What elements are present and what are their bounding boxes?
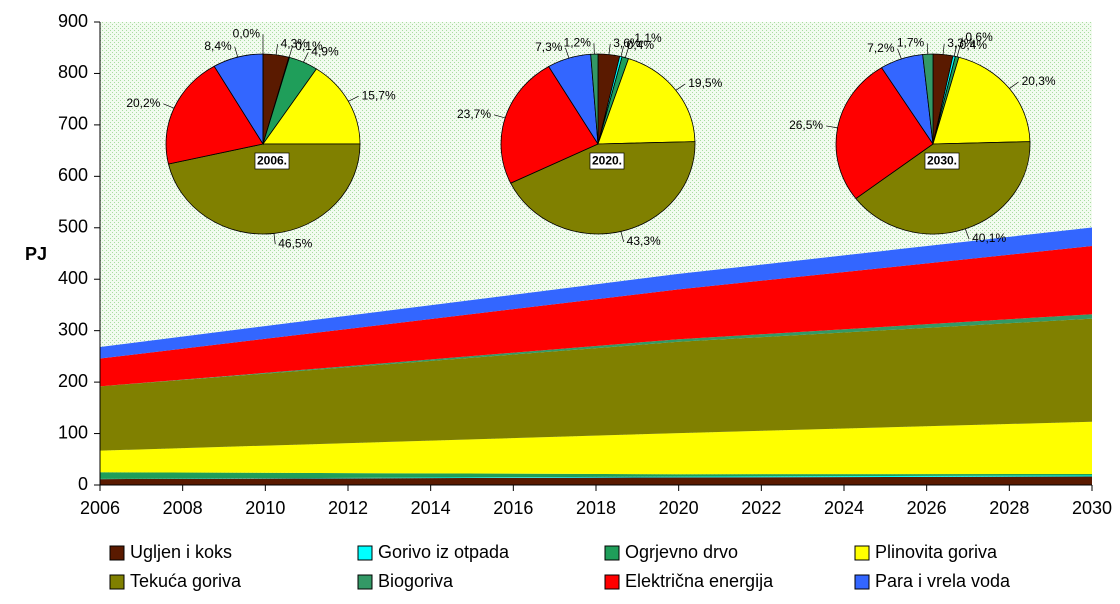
x-tick-label: 2020 xyxy=(659,498,699,518)
pie-title: 2006. xyxy=(257,154,287,168)
pie-label: 7,3% xyxy=(535,40,563,54)
x-tick-label: 2012 xyxy=(328,498,368,518)
y-tick-label: 300 xyxy=(58,319,88,339)
pie-label: 40,1% xyxy=(972,231,1006,245)
legend-label: Električna energija xyxy=(625,571,774,591)
x-tick-label: 2006 xyxy=(80,498,120,518)
legend-swatch xyxy=(605,575,619,589)
x-tick-label: 2030 xyxy=(1072,498,1112,518)
legend-swatch xyxy=(855,546,869,560)
legend-swatch xyxy=(855,575,869,589)
y-tick-label: 400 xyxy=(58,268,88,288)
pie-label: 15,7% xyxy=(362,88,396,102)
y-tick-label: 600 xyxy=(58,165,88,185)
y-tick-label: 700 xyxy=(58,114,88,134)
x-tick-label: 2024 xyxy=(824,498,864,518)
x-tick-label: 2018 xyxy=(576,498,616,518)
x-tick-label: 2028 xyxy=(989,498,1029,518)
y-tick-label: 100 xyxy=(58,422,88,442)
legend-swatch xyxy=(605,546,619,560)
x-tick-label: 2016 xyxy=(493,498,533,518)
y-tick-label: 200 xyxy=(58,371,88,391)
pie-label: 8,4% xyxy=(204,39,232,53)
pie-label: 1,1% xyxy=(634,31,662,45)
pie-title: 2030. xyxy=(927,154,957,168)
pie-label: 19,5% xyxy=(688,76,722,90)
legend-label: Biogoriva xyxy=(378,571,454,591)
legend-swatch xyxy=(358,575,372,589)
y-tick-label: 800 xyxy=(58,62,88,82)
pie-label: 0,6% xyxy=(965,30,993,44)
x-tick-label: 2022 xyxy=(741,498,781,518)
pie-label: 20,3% xyxy=(1022,74,1056,88)
legend-label: Tekuća goriva xyxy=(130,571,242,591)
pie-title: 2020. xyxy=(592,154,622,168)
legend-label: Para i vrela voda xyxy=(875,571,1011,591)
pie-label: 26,5% xyxy=(789,118,823,132)
y-tick-label: 0 xyxy=(78,474,88,494)
x-tick-label: 2026 xyxy=(907,498,947,518)
x-tick-label: 2008 xyxy=(163,498,203,518)
legend-label: Ogrjevno drvo xyxy=(625,542,738,562)
pie-label: 4,9% xyxy=(311,45,339,59)
legend-swatch xyxy=(358,546,372,560)
pie-label: 1,7% xyxy=(897,36,925,50)
y-tick-label: 900 xyxy=(58,11,88,31)
legend-swatch xyxy=(110,546,124,560)
pie-label: 23,7% xyxy=(457,107,491,121)
pie-label: 1,2% xyxy=(564,35,592,49)
pie-label: 43,3% xyxy=(627,234,661,248)
x-tick-label: 2010 xyxy=(245,498,285,518)
pie-label: 0,0% xyxy=(233,26,261,40)
legend-label: Ugljen i koks xyxy=(130,542,232,562)
pie-label: 7,2% xyxy=(867,41,895,55)
pie-label: 46,5% xyxy=(278,236,312,250)
legend-label: Gorivo iz otpada xyxy=(378,542,510,562)
y-tick-label: 500 xyxy=(58,217,88,237)
legend-swatch xyxy=(110,575,124,589)
pie-label: 20,2% xyxy=(126,96,160,110)
x-tick-label: 2014 xyxy=(411,498,451,518)
legend-label: Plinovita goriva xyxy=(875,542,998,562)
y-axis-label: PJ xyxy=(25,244,47,264)
